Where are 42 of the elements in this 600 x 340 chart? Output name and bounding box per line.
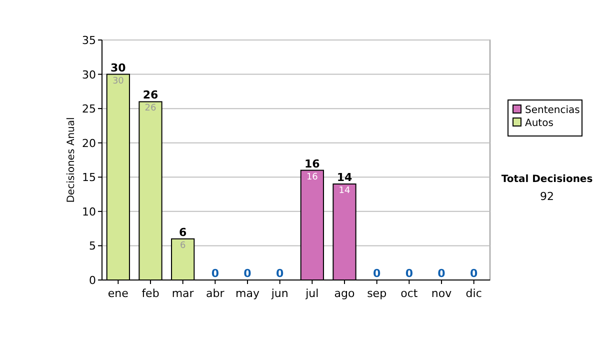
y-tick-label: 20 — [82, 136, 96, 150]
y-tick-label: 10 — [82, 205, 96, 218]
x-tick-label: mar — [172, 287, 194, 300]
total-label: 0 — [438, 267, 446, 280]
total-label: 0 — [244, 267, 252, 280]
total-label: 16 — [304, 157, 320, 170]
text: 92 — [540, 190, 554, 203]
x-tick-label: may — [236, 287, 260, 300]
y-tick-label: 25 — [82, 102, 96, 116]
y-tick-label: 0 — [89, 274, 96, 287]
x-tick-label: jul — [304, 287, 319, 300]
y-axis-title: Decisiones Anual — [66, 117, 77, 203]
y-tick-label: 15 — [82, 171, 96, 184]
data-label: 30 — [112, 76, 124, 86]
x-tick-label: abr — [206, 287, 225, 300]
x-tick-label: jun — [270, 287, 288, 300]
total-label: 14 — [336, 171, 352, 184]
x-tick-label: ene — [108, 287, 129, 300]
x-tick-label: dic — [466, 287, 482, 300]
data-label: 26 — [144, 104, 156, 114]
legend-label: Sentencias — [525, 105, 580, 116]
y-tick-label: 35 — [82, 34, 96, 47]
x-tick-label: ago — [334, 287, 355, 300]
y-tick-label: 5 — [89, 240, 96, 253]
x-tick-label: oct — [400, 287, 418, 300]
total-label: 6 — [179, 226, 188, 239]
x-tick-label: feb — [142, 287, 160, 300]
text: Total Decisiones — [501, 174, 593, 185]
data-label: 14 — [338, 186, 350, 196]
total-label: 0 — [276, 267, 284, 280]
x-tick-label: sep — [367, 287, 387, 300]
total-label: 0 — [211, 267, 220, 280]
total-label: 30 — [110, 61, 126, 74]
data-label: 6 — [180, 240, 186, 251]
data-label: 16 — [306, 172, 318, 182]
total-label: 0 — [405, 267, 414, 280]
total-label: 26 — [142, 88, 158, 102]
y-tick-label: 30 — [82, 68, 96, 82]
total-label: 0 — [470, 267, 478, 280]
x-tick-label: nov — [431, 287, 452, 300]
total-label: 0 — [373, 267, 382, 280]
legend-label: Autos — [525, 118, 554, 129]
